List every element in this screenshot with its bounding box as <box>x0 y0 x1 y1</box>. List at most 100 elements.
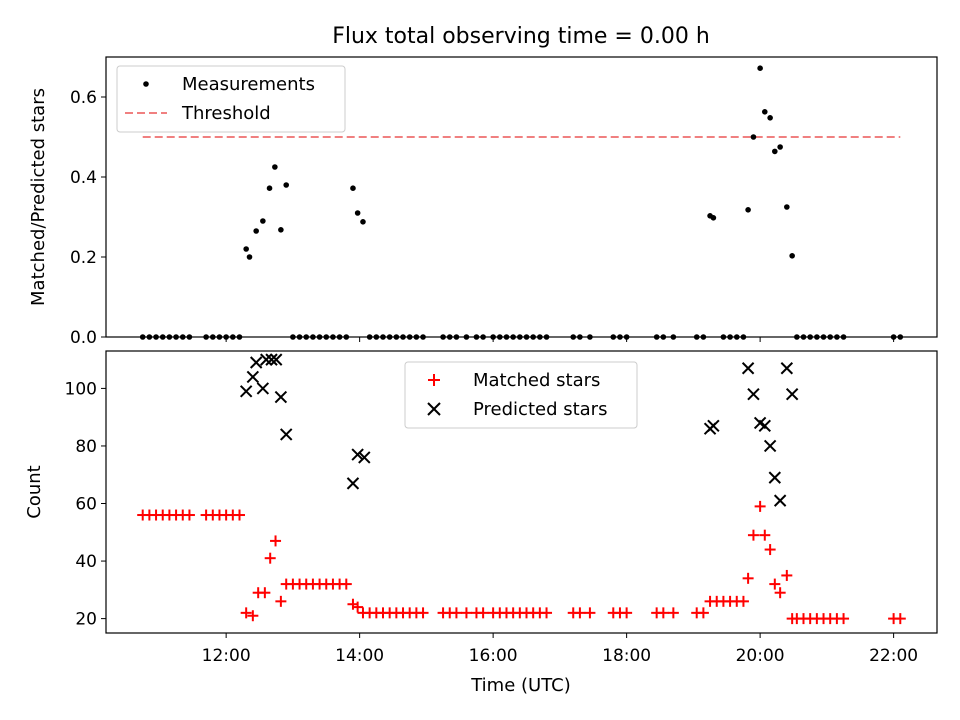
measurement-point <box>587 334 593 340</box>
predicted-point <box>758 419 771 433</box>
bottom-legend-box <box>404 361 638 429</box>
measurement-point <box>246 254 253 260</box>
matched-point <box>838 613 850 625</box>
measurement-point <box>623 334 630 340</box>
top-y-tick-label: 0.0 <box>70 328 97 348</box>
bottom-y-tick-label: 60 <box>75 495 97 515</box>
matched-point <box>781 569 793 581</box>
matched-point <box>621 607 633 619</box>
matched-point <box>275 595 287 607</box>
predicted-point <box>346 477 360 490</box>
predicted-point <box>707 419 720 433</box>
measurement-point <box>530 334 536 340</box>
bottom-y-tick-label: 100 <box>65 379 97 399</box>
measurement-point <box>223 334 229 340</box>
matched-point <box>759 529 771 541</box>
measurement-point <box>503 334 510 340</box>
predicted-point <box>265 353 278 366</box>
top-y-tick-label: 0.2 <box>70 248 97 268</box>
measurement-point <box>283 182 290 188</box>
matched-point <box>247 610 259 622</box>
matched-point <box>574 607 586 619</box>
matched-point <box>541 607 553 619</box>
measurement-point <box>278 227 284 233</box>
measurement-point <box>577 334 583 340</box>
predicted-point <box>351 448 364 461</box>
predicted-point <box>269 353 283 366</box>
measurement-point <box>784 204 790 210</box>
bottom-panel: 20 40 60 80 100 12:00 14:00 16:00 18:00 20:00 22:… <box>24 350 938 696</box>
matched-point <box>894 613 906 625</box>
measurement-point <box>897 334 904 340</box>
measurement-point <box>814 334 820 340</box>
measurement-point <box>186 334 193 340</box>
matched-point <box>270 535 282 547</box>
measurement-point <box>343 334 350 340</box>
predicted-point <box>768 471 782 484</box>
measurement-point <box>440 334 446 340</box>
measurement-point <box>497 334 503 340</box>
measurement-point <box>523 334 530 340</box>
matched-point <box>340 578 352 590</box>
top-y-ticks: 0.0 0.2 0.4 0.6 <box>70 88 106 348</box>
measurement-point <box>840 334 847 340</box>
measurement-point <box>216 334 223 340</box>
measurement-point <box>159 334 166 340</box>
measurement-point <box>761 109 768 115</box>
measurement-point <box>570 334 577 340</box>
matched-point <box>183 509 195 521</box>
measurement-point <box>446 334 453 340</box>
measurement-point <box>236 334 243 340</box>
matched-point <box>417 607 429 619</box>
matched-point <box>747 529 759 541</box>
x-axis-label: Time (UTC) <box>470 675 571 696</box>
measurement-point <box>789 253 795 259</box>
measurement-point <box>373 334 380 340</box>
top-y-axis-label: Matched/Predicted stars <box>28 88 49 306</box>
predicted-point <box>773 494 787 507</box>
x-tick-label: 18:00 <box>602 646 651 666</box>
bottom-y-tick-label: 80 <box>75 437 97 457</box>
measurement-point <box>480 334 486 340</box>
matched-point <box>754 500 766 512</box>
predicted-point <box>239 385 253 398</box>
measurement-point <box>272 164 278 170</box>
measurement-point <box>243 246 249 252</box>
predicted-point <box>259 353 273 366</box>
bottom-y-axis-label: Count <box>24 465 45 518</box>
measurement-point <box>490 334 496 340</box>
measurement-point <box>727 334 733 340</box>
top-legend: Measurements Threshold <box>116 65 346 133</box>
x-tick-label: 12:00 <box>202 646 251 666</box>
bottom-y-ticks: 20 40 60 80 100 <box>65 379 106 630</box>
legend-predicted-marker <box>427 402 441 416</box>
measurement-point <box>146 334 153 340</box>
measurement-point <box>400 334 406 340</box>
measurement-point <box>890 334 897 340</box>
measurement-point <box>720 334 727 340</box>
bottom-x-ticks: 12:00 14:00 16:00 18:00 20:00 22:00 <box>202 633 918 666</box>
measurement-point <box>266 185 273 191</box>
legend-matched-label: Matched stars <box>473 370 600 391</box>
matched-point <box>352 601 364 613</box>
measurement-point <box>794 334 800 340</box>
predicted-point <box>256 382 270 395</box>
matched-point <box>667 607 679 619</box>
measurement-point <box>420 334 426 340</box>
measurement-point <box>253 228 259 234</box>
measurement-point <box>360 219 366 225</box>
measurement-point <box>610 334 617 340</box>
measurement-point <box>303 334 310 340</box>
x-tick-label: 20:00 <box>736 646 785 666</box>
measurement-point <box>153 334 159 340</box>
matched-point <box>450 607 462 619</box>
measurement-point <box>173 334 179 340</box>
predicted-point <box>249 356 263 369</box>
predicted-point <box>785 387 799 401</box>
predicted-point <box>246 370 260 384</box>
measurement-point <box>693 334 700 340</box>
bottom-legend: Matched stars Predicted stars <box>404 361 638 429</box>
measurement-point <box>700 334 707 340</box>
measurement-point <box>310 334 316 340</box>
